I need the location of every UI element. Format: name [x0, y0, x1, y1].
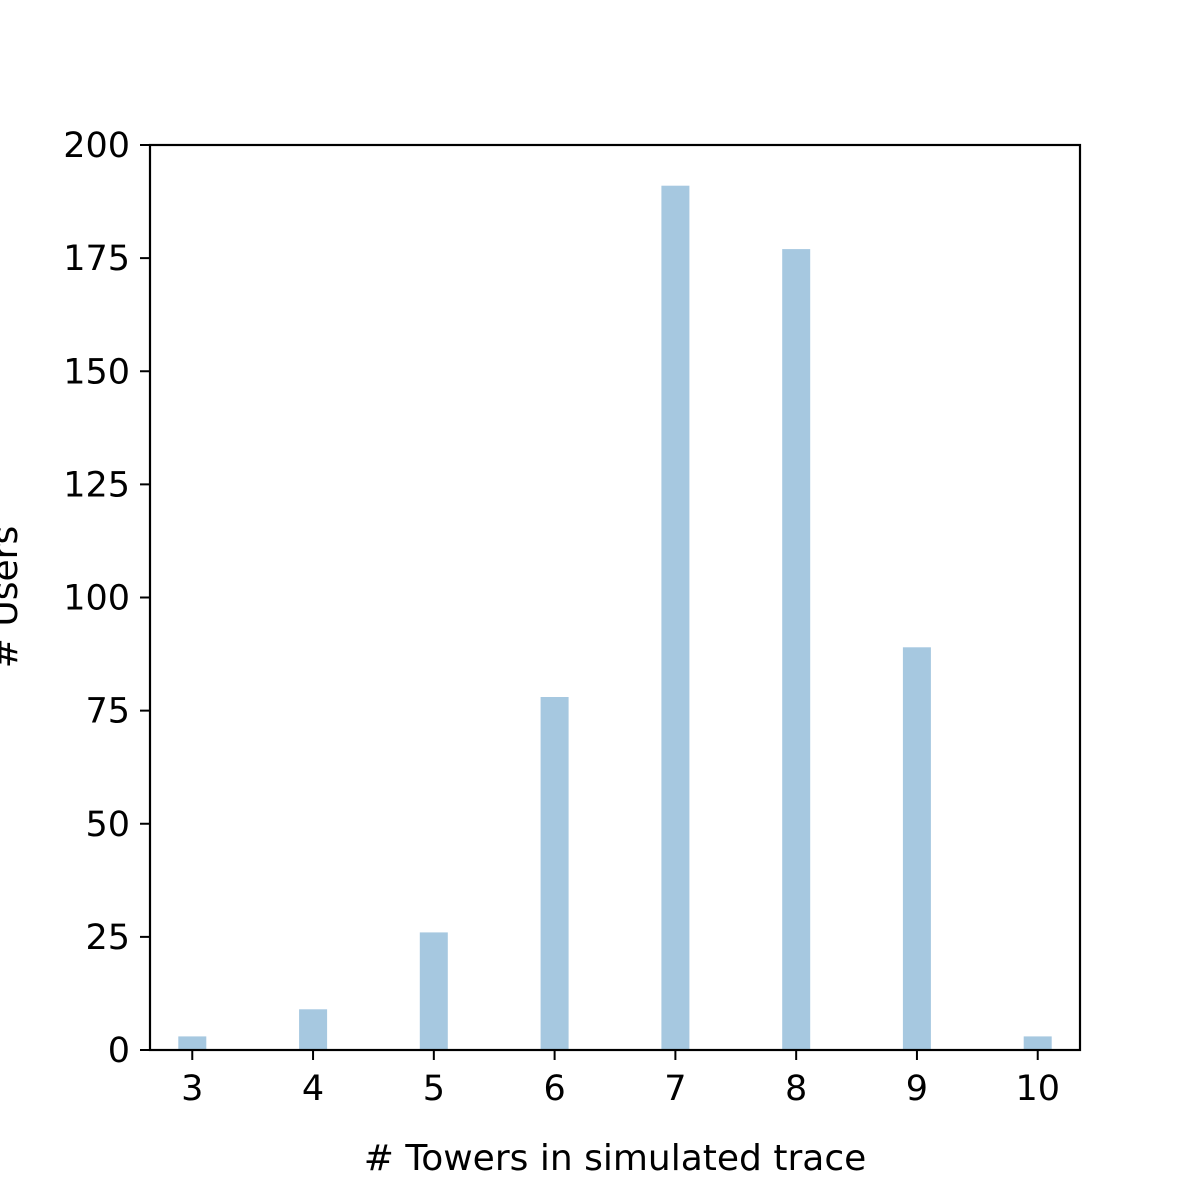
- x-tick-label: 7: [664, 1069, 686, 1109]
- x-tick-label: 4: [302, 1069, 324, 1109]
- y-tick-label: 50: [85, 805, 130, 845]
- y-tick-label: 75: [85, 692, 130, 732]
- bar-6: [540, 697, 569, 1050]
- bar-10: [1023, 1036, 1052, 1050]
- bar-7: [661, 185, 690, 1050]
- x-axis-label: # Towers in simulated trace: [364, 1138, 867, 1179]
- bar-4: [299, 1009, 328, 1050]
- y-tick-label: 0: [108, 1031, 130, 1071]
- x-tick-label: 5: [423, 1069, 445, 1109]
- y-tick-label: 125: [63, 465, 130, 505]
- y-axis-label: # Users: [0, 526, 26, 668]
- y-tick-label: 100: [63, 579, 130, 619]
- x-tick-label: 3: [181, 1069, 203, 1109]
- x-tick-label: 8: [785, 1069, 807, 1109]
- y-tick-label: 150: [63, 352, 130, 392]
- x-tick-label: 9: [906, 1069, 928, 1109]
- x-tick-label: 10: [1015, 1069, 1060, 1109]
- bar-5: [419, 932, 448, 1050]
- x-tick-label: 6: [543, 1069, 565, 1109]
- bar-9: [902, 647, 931, 1050]
- x-axis-ticks: 3 4 5 6 7 8 9 10: [181, 1050, 1060, 1109]
- y-tick-label: 200: [63, 126, 130, 166]
- y-tick-label: 175: [63, 239, 130, 279]
- bar-3: [178, 1036, 207, 1050]
- bar-8: [782, 249, 811, 1051]
- bars-group: [178, 185, 1052, 1051]
- y-axis-ticks: 0 25 50 75 100 125 150 175 200: [63, 126, 150, 1071]
- plot-frame: [148, 143, 1082, 1052]
- y-tick-label: 25: [85, 918, 130, 958]
